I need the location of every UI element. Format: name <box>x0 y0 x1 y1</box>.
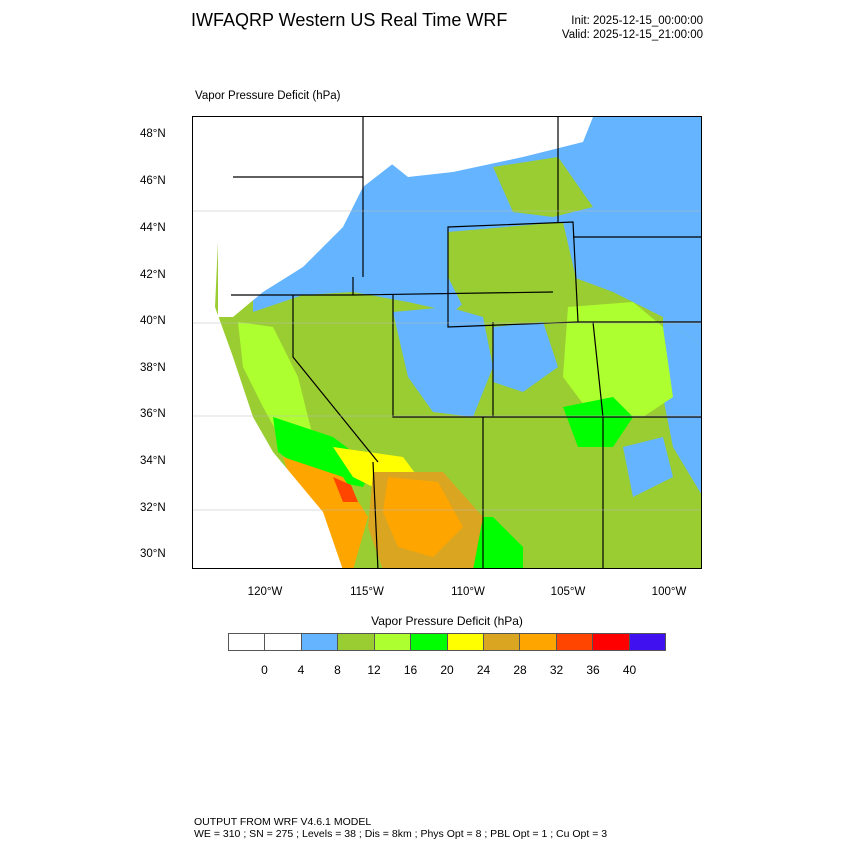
colorbar-swatch <box>520 634 557 650</box>
lat-label: 30°N <box>140 548 166 560</box>
colorbar-swatch <box>447 634 484 650</box>
graticule <box>193 210 701 511</box>
colorbar-title: Vapor Pressure Deficit (hPa) <box>371 614 523 628</box>
model-config: WE = 310 ; SN = 275 ; Levels = 38 ; Dis … <box>194 828 608 840</box>
lat-label: 46°N <box>140 175 166 187</box>
init-valid-times: Init: 2025-12-15_00:00:00 Valid: 2025-12… <box>562 14 703 42</box>
colorbar-swatch <box>338 634 375 650</box>
colorbar-label: 12 <box>367 663 381 677</box>
lon-label: 105°W <box>550 586 586 598</box>
map-field <box>193 117 701 568</box>
lon-label: 100°W <box>651 586 687 598</box>
colorbar-swatch <box>483 634 521 650</box>
lon-label: 120°W <box>247 586 283 598</box>
colorbar-swatch <box>229 634 266 650</box>
region-blue-east <box>663 317 701 494</box>
init-time: Init: 2025-12-15_00:00:00 <box>571 15 703 27</box>
vpd-map <box>192 116 702 569</box>
colorbar-label: 0 <box>261 663 268 677</box>
colorbar-label: 40 <box>622 663 637 677</box>
colorbar <box>228 633 666 651</box>
lat-label: 34°N <box>140 455 166 467</box>
colorbar-swatch <box>374 634 412 650</box>
colorbar-swatch <box>411 634 448 650</box>
lat-label: 36°N <box>140 408 166 420</box>
lat-label: 38°N <box>140 362 166 374</box>
region-lightgreen-valley <box>238 322 313 452</box>
colorbar-label: 16 <box>403 663 418 677</box>
region-white-northwest <box>218 117 423 317</box>
region-blue-southeast <box>623 437 673 497</box>
region-blue-colorado <box>493 322 558 392</box>
region-blue-utah <box>393 307 493 417</box>
lat-label: 48°N <box>140 128 166 140</box>
lat-label: 40°N <box>140 315 166 327</box>
region-white-montana <box>358 117 593 177</box>
region-olive-wyoming <box>448 222 578 307</box>
lon-label: 115°W <box>350 586 384 598</box>
colorbar-label: 8 <box>334 663 341 677</box>
region-orange-arizona <box>383 477 463 557</box>
colorbar-swatch <box>629 634 666 650</box>
model-info: OUTPUT FROM WRF V4.6.1 MODEL <box>194 816 372 828</box>
colorbar-swatch <box>556 634 594 650</box>
region-lightgreen-plains <box>563 302 673 417</box>
colorbar-label: 24 <box>476 663 491 677</box>
region-green-plains <box>563 397 633 447</box>
state-borders <box>231 117 701 568</box>
field-label: Vapor Pressure Deficit (hPa) <box>195 90 341 102</box>
lat-label: 42°N <box>140 269 166 281</box>
plot-title: IWFAQRP Western US Real Time WRF <box>191 10 508 30</box>
colorbar-label: 20 <box>440 663 454 677</box>
colorbar-label: 4 <box>297 663 305 677</box>
colorbar-label: 36 <box>586 663 600 677</box>
colorbar-swatch <box>593 634 630 650</box>
lat-label: 32°N <box>140 502 166 514</box>
colorbar-swatch <box>301 634 339 650</box>
lon-label: 110°W <box>451 586 485 598</box>
colorbar-label: 28 <box>513 663 527 677</box>
colorbar-swatch <box>265 634 302 650</box>
region-ocean <box>193 117 343 568</box>
lat-label: 44°N <box>140 222 166 234</box>
region-olive-montana <box>493 157 593 217</box>
colorbar-label: 32 <box>549 663 564 677</box>
region-orangered-spot <box>333 477 358 502</box>
valid-time: Valid: 2025-12-15_21:00:00 <box>561 29 703 41</box>
